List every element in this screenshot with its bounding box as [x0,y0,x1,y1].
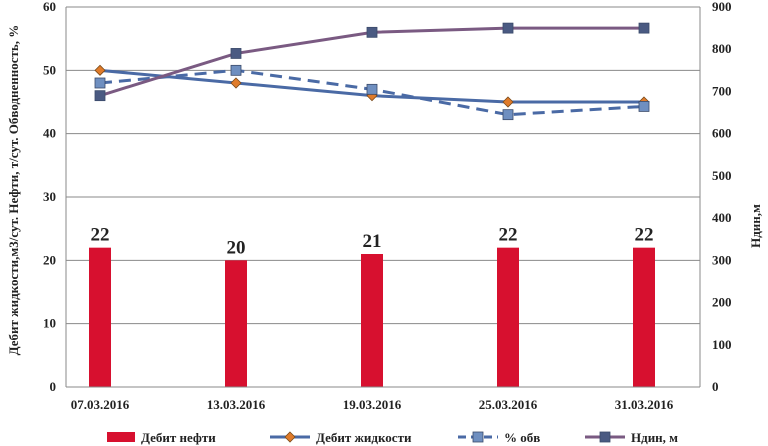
line-marker [472,431,484,443]
y2-axis-title: Ндин,м [748,204,763,248]
legend-item: Ндин, м [585,430,678,445]
legend: Дебит нефти Дебит жидкости % обв Ндин, м [107,430,678,445]
data-labels: 22 20 21 22 22 [91,225,654,259]
y2-tick-label: 500 [712,168,732,183]
y2-tick-label: 100 [712,337,732,352]
y-tick-label: 0 [50,379,57,394]
bar [633,247,655,387]
y-axis-title: Дебит жидкости,м3/сут. Нефти, т/сут. Обв… [6,25,21,356]
line-marker [502,22,514,34]
line-marker [366,26,378,38]
line-marker [230,77,242,89]
legend-item: Дебит нефти [107,430,216,445]
gridlines [66,6,700,325]
y2-tick-label: 0 [712,379,719,394]
bars [89,247,655,387]
line-marker [599,431,611,443]
x-tick-label: 07.03.2016 [71,397,130,412]
bar-value-label: 22 [91,225,110,246]
bar [361,254,383,387]
legend-item: Дебит жидкости [270,430,412,445]
series-lines [94,22,650,121]
line-marker [94,90,106,102]
line-marker [638,101,650,112]
line-marker [230,48,242,59]
y-tick-label: 40 [43,126,56,141]
x-tick-label: 19.03.2016 [343,397,402,412]
y-tick-label: 30 [43,189,56,204]
y2-tick-label: 800 [712,41,732,56]
legend-label: Дебит нефти [141,430,216,445]
legend-label: Ндин, м [631,430,678,445]
legend-label: % обв [504,430,540,445]
bar-value-label: 21 [363,231,382,252]
y-tick-label: 50 [43,62,56,77]
bar-value-label: 20 [227,237,246,258]
legend-label: Дебит жидкости [316,430,412,445]
x-tick-label: 13.03.2016 [207,397,266,412]
axes: 0102030405060010020030040050060070080090… [43,0,732,412]
line-marker [230,64,242,76]
line-marker [284,431,296,443]
bar [497,247,519,387]
line-marker [502,109,514,121]
line-marker [638,22,650,34]
legend-item: % обв [458,430,540,445]
x-tick-label: 31.03.2016 [615,397,674,412]
y2-tick-label: 600 [712,126,732,141]
bar [89,247,111,387]
y2-tick-label: 900 [712,0,732,14]
line-marker [94,77,106,89]
line-marker [366,83,378,95]
y2-tick-label: 400 [712,210,732,225]
y-tick-label: 10 [43,316,56,331]
y-tick-label: 20 [43,252,56,267]
y2-tick-label: 700 [712,83,732,98]
line-marker [94,64,106,76]
legend-swatch [107,432,135,442]
bar [225,260,247,387]
x-tick-label: 25.03.2016 [479,397,538,412]
line-marker [502,96,514,108]
y-tick-label: 60 [43,0,56,14]
y2-tick-label: 200 [712,295,732,310]
bar-value-label: 22 [635,225,654,246]
bar-value-label: 22 [499,225,518,246]
y2-tick-label: 300 [712,252,732,267]
